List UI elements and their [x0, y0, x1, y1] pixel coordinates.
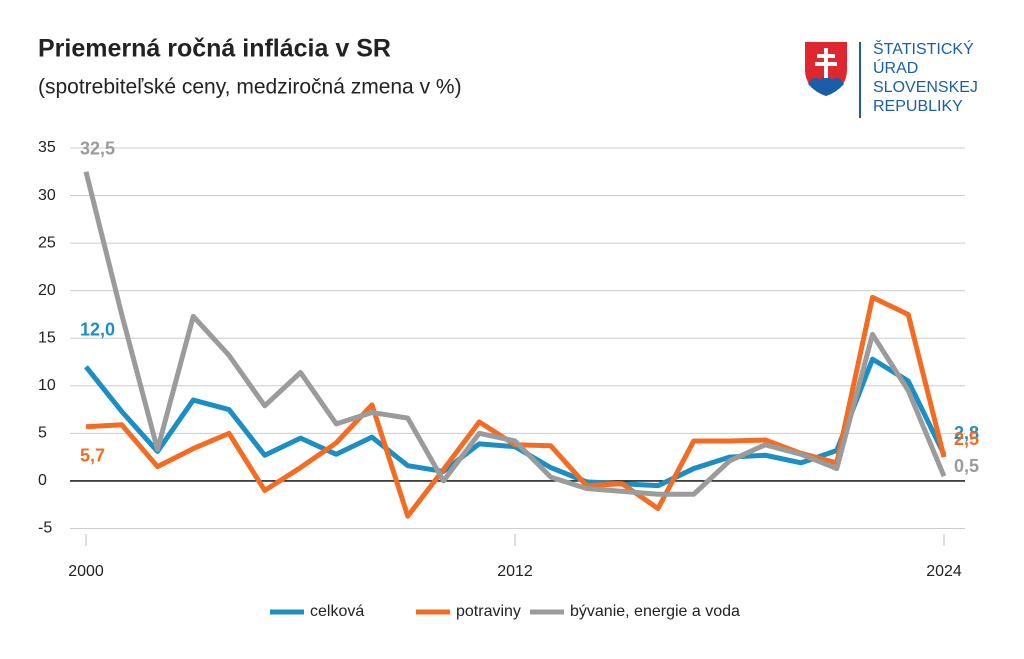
value-label: 0,5	[954, 456, 979, 476]
legend-label: potraviny	[456, 603, 521, 620]
logo-cross	[815, 48, 837, 78]
logo: ŠTATISTICKÝ ÚRAD SLOVENSKEJ REPUBLIKY	[805, 39, 978, 118]
logo-hills	[808, 76, 844, 96]
x-tick-label: 2024	[926, 563, 962, 580]
logo-text: ŠTATISTICKÝ	[873, 39, 974, 58]
y-tick-label: -5	[38, 520, 52, 537]
x-tick-label: 2000	[68, 563, 104, 580]
y-tick-label: 10	[38, 377, 56, 394]
y-tick-label: 25	[38, 234, 56, 251]
legend-label: bývanie, energie a voda	[570, 603, 740, 620]
legend-label: celková	[310, 603, 364, 620]
value-label: 12,0	[80, 320, 115, 340]
y-tick-label: 20	[38, 282, 56, 299]
y-tick-label: 0	[38, 472, 47, 489]
logo-text: SLOVENSKEJ	[873, 79, 978, 96]
series-line	[83, 171, 947, 497]
x-tick-label: 2012	[497, 563, 533, 580]
y-tick-label: 30	[38, 187, 56, 204]
chart-title: Priemerná ročná inflácia v SR	[38, 35, 391, 63]
value-label: 2,5	[954, 429, 979, 449]
logo-text: ÚRAD	[873, 58, 918, 77]
logo-text: REPUBLIKY	[873, 98, 963, 115]
chart-subtitle: (spotrebiteľské ceny, medziročná zmena v…	[38, 76, 462, 99]
value-label: 32,5	[80, 139, 115, 159]
y-tick-label: 35	[38, 139, 56, 156]
y-tick-label: 15	[38, 329, 56, 346]
value-label: 2,8	[954, 423, 979, 443]
y-tick-label: 5	[38, 425, 47, 442]
value-label: 5,7	[80, 445, 105, 465]
